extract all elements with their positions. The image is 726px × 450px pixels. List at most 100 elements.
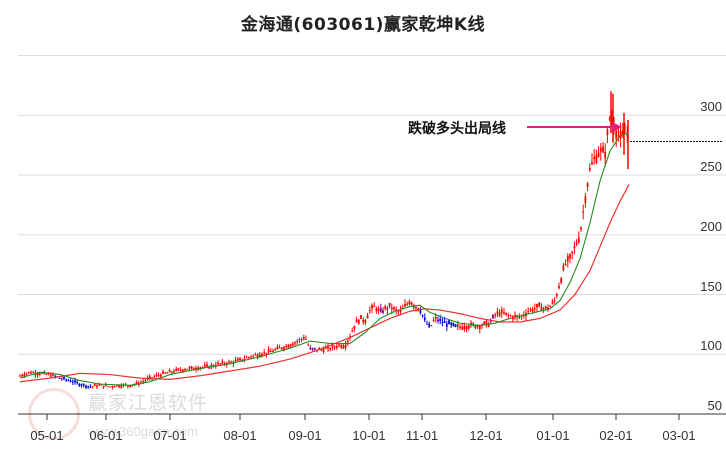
candle-body <box>159 374 162 377</box>
candle-body <box>527 311 530 313</box>
candle-body <box>96 385 98 388</box>
candle-body <box>261 353 263 357</box>
candle-body <box>32 372 35 374</box>
candle-body <box>98 384 101 386</box>
candle-body <box>153 376 156 378</box>
candle-body <box>320 349 323 351</box>
candle-body <box>443 321 446 323</box>
candle-body <box>164 372 167 374</box>
candle-body <box>309 347 312 350</box>
candle-body <box>148 375 151 379</box>
candle-body <box>322 349 325 353</box>
candle-body <box>78 383 81 387</box>
annotation-arrow-head-icon <box>612 122 622 132</box>
candle-body <box>577 237 580 243</box>
candle-body <box>219 363 222 365</box>
candle-body <box>382 310 384 313</box>
candle-body <box>65 379 68 381</box>
candle-body <box>23 374 26 377</box>
candle-body <box>173 371 175 373</box>
candle-body <box>74 380 76 383</box>
candle-body <box>120 385 123 388</box>
candle-body <box>531 309 534 312</box>
candle-body <box>278 347 281 349</box>
candle-body <box>30 372 32 374</box>
candle-body <box>454 324 457 327</box>
candle-body <box>69 380 72 382</box>
candle-body <box>410 302 413 305</box>
candle-body <box>223 363 226 365</box>
candle-body <box>302 337 305 339</box>
candle-body <box>263 352 266 354</box>
candle-body <box>107 386 109 388</box>
candle-body <box>298 339 301 341</box>
candle-body <box>239 358 241 361</box>
candle-body <box>388 302 391 307</box>
candle-body <box>441 321 444 323</box>
candle-body <box>529 308 532 310</box>
candle-body <box>76 382 79 384</box>
candle-body <box>542 308 545 310</box>
candle-body <box>544 306 547 309</box>
candle-body <box>335 345 338 348</box>
candle-body <box>540 307 543 312</box>
candle-body <box>549 306 552 308</box>
x-tick-label: 11-01 <box>405 428 439 443</box>
x-tick-label: 10-01 <box>352 428 386 443</box>
candle-body <box>100 384 103 386</box>
candle-body <box>201 367 204 369</box>
candle-body <box>234 359 237 362</box>
candle-body <box>181 369 184 372</box>
candle-body <box>353 325 356 329</box>
candle-body <box>291 343 294 346</box>
candle-body <box>151 377 153 379</box>
y-tick-label: 250 <box>700 159 722 174</box>
x-tick-label: 12-01 <box>469 428 503 443</box>
candle-body <box>25 373 28 375</box>
candle-body <box>450 322 453 325</box>
candle-body <box>569 254 571 259</box>
chart-title: 金海通(603061)赢家乾坤K线 <box>240 15 486 35</box>
short-trend-line <box>19 132 629 386</box>
candle-body <box>582 211 585 213</box>
candle-body <box>602 146 604 153</box>
candle-body <box>368 309 371 311</box>
x-tick-label: 03-01 <box>662 428 696 443</box>
candle-body <box>276 346 279 350</box>
candle-body <box>395 308 398 311</box>
candle-body <box>338 344 340 346</box>
candle-body <box>428 323 431 327</box>
candle-body <box>21 374 24 377</box>
candle-body <box>518 317 521 319</box>
candle-body <box>399 309 402 312</box>
candle-body <box>54 375 57 377</box>
candle-body <box>307 344 310 346</box>
candle-body <box>355 319 358 323</box>
candle-body <box>109 386 112 388</box>
y-tick-label: 100 <box>700 338 722 354</box>
candle-body <box>329 348 332 350</box>
candle-body <box>82 383 85 386</box>
candle-body <box>247 357 250 359</box>
candle-body <box>228 361 230 363</box>
candle-body <box>52 373 54 376</box>
candle-body <box>186 368 189 370</box>
long-trend-line <box>19 184 630 383</box>
candle-body <box>474 325 477 329</box>
candle-body <box>586 183 589 187</box>
candle-body <box>280 347 283 350</box>
candle-body <box>397 311 400 313</box>
candle-body <box>430 325 433 327</box>
candle-body <box>421 314 424 316</box>
x-tick-label: 05-01 <box>30 428 64 443</box>
candle-body <box>102 385 105 388</box>
candle-body <box>597 152 600 157</box>
candle-body <box>478 325 481 330</box>
candle-body <box>19 375 21 377</box>
candle-body <box>606 129 609 136</box>
candle-body <box>342 345 345 349</box>
candle-body <box>113 385 116 388</box>
candle-body <box>445 323 448 327</box>
candle-body <box>595 155 598 163</box>
candle-body <box>230 361 233 363</box>
